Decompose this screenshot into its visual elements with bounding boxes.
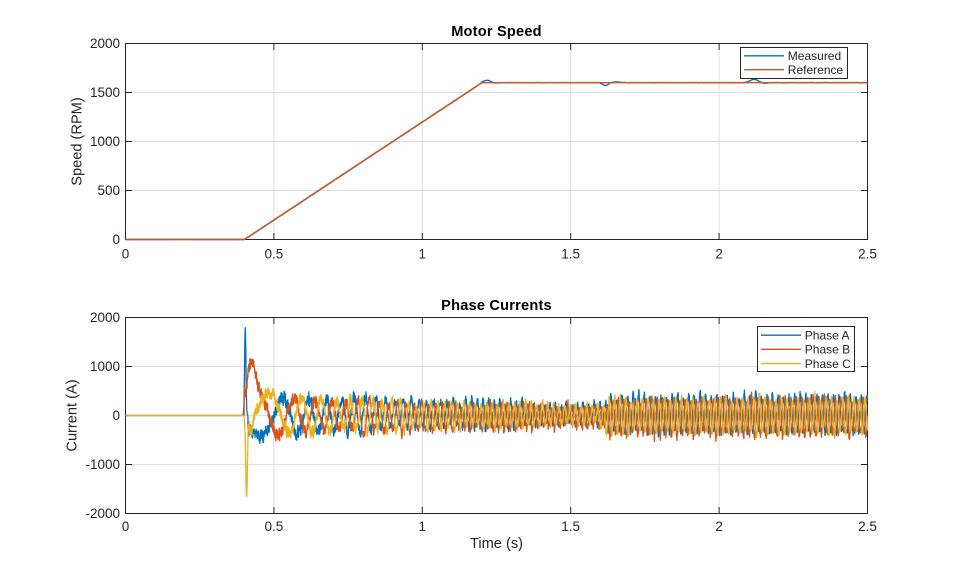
svg-text:Measured: Measured — [788, 49, 841, 63]
svg-text:2.5: 2.5 — [858, 519, 877, 534]
svg-text:0: 0 — [112, 232, 120, 247]
svg-text:0: 0 — [122, 246, 130, 261]
svg-text:1.5: 1.5 — [561, 519, 580, 534]
svg-text:Motor Speed: Motor Speed — [451, 24, 542, 40]
svg-text:Phase C: Phase C — [805, 357, 851, 371]
svg-text:1.5: 1.5 — [561, 246, 580, 261]
svg-text:Phase A: Phase A — [805, 328, 850, 342]
svg-text:Current (A): Current (A) — [65, 379, 81, 451]
svg-text:0: 0 — [122, 519, 130, 534]
svg-text:1: 1 — [419, 246, 427, 261]
svg-text:2: 2 — [715, 246, 723, 261]
svg-text:0.5: 0.5 — [265, 246, 284, 261]
svg-text:2000: 2000 — [90, 36, 120, 51]
svg-text:0.5: 0.5 — [265, 519, 284, 534]
svg-text:Speed (RPM): Speed (RPM) — [70, 97, 86, 185]
svg-text:Reference: Reference — [788, 63, 844, 77]
svg-text:-1000: -1000 — [85, 457, 120, 472]
svg-text:2: 2 — [715, 519, 723, 534]
svg-text:1000: 1000 — [90, 359, 120, 374]
svg-text:1500: 1500 — [90, 85, 120, 100]
svg-text:-2000: -2000 — [85, 506, 120, 521]
svg-text:0: 0 — [112, 408, 120, 423]
svg-text:Time (s): Time (s) — [470, 536, 523, 552]
svg-text:2.5: 2.5 — [858, 246, 877, 261]
svg-text:1: 1 — [419, 519, 427, 534]
svg-text:Phase Currents: Phase Currents — [441, 298, 552, 314]
svg-text:2000: 2000 — [90, 310, 120, 325]
svg-text:Phase B: Phase B — [805, 343, 850, 357]
svg-text:500: 500 — [97, 183, 120, 198]
svg-text:1000: 1000 — [90, 134, 120, 149]
